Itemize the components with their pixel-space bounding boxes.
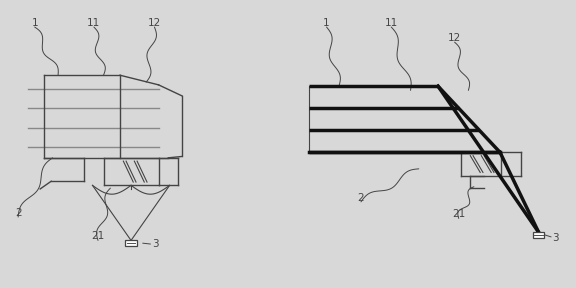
Bar <box>533 232 544 238</box>
Text: 1: 1 <box>31 18 38 28</box>
Text: 21: 21 <box>92 231 105 241</box>
Text: 2: 2 <box>358 193 364 203</box>
Text: 1: 1 <box>323 18 330 28</box>
Text: 12: 12 <box>448 33 461 43</box>
Text: 3: 3 <box>151 239 158 249</box>
Bar <box>125 240 137 246</box>
Text: 11: 11 <box>385 18 398 28</box>
Text: 11: 11 <box>87 18 100 28</box>
Text: 12: 12 <box>148 18 161 28</box>
Text: 3: 3 <box>552 233 559 243</box>
Text: 2: 2 <box>15 208 21 218</box>
Text: 21: 21 <box>452 209 465 219</box>
